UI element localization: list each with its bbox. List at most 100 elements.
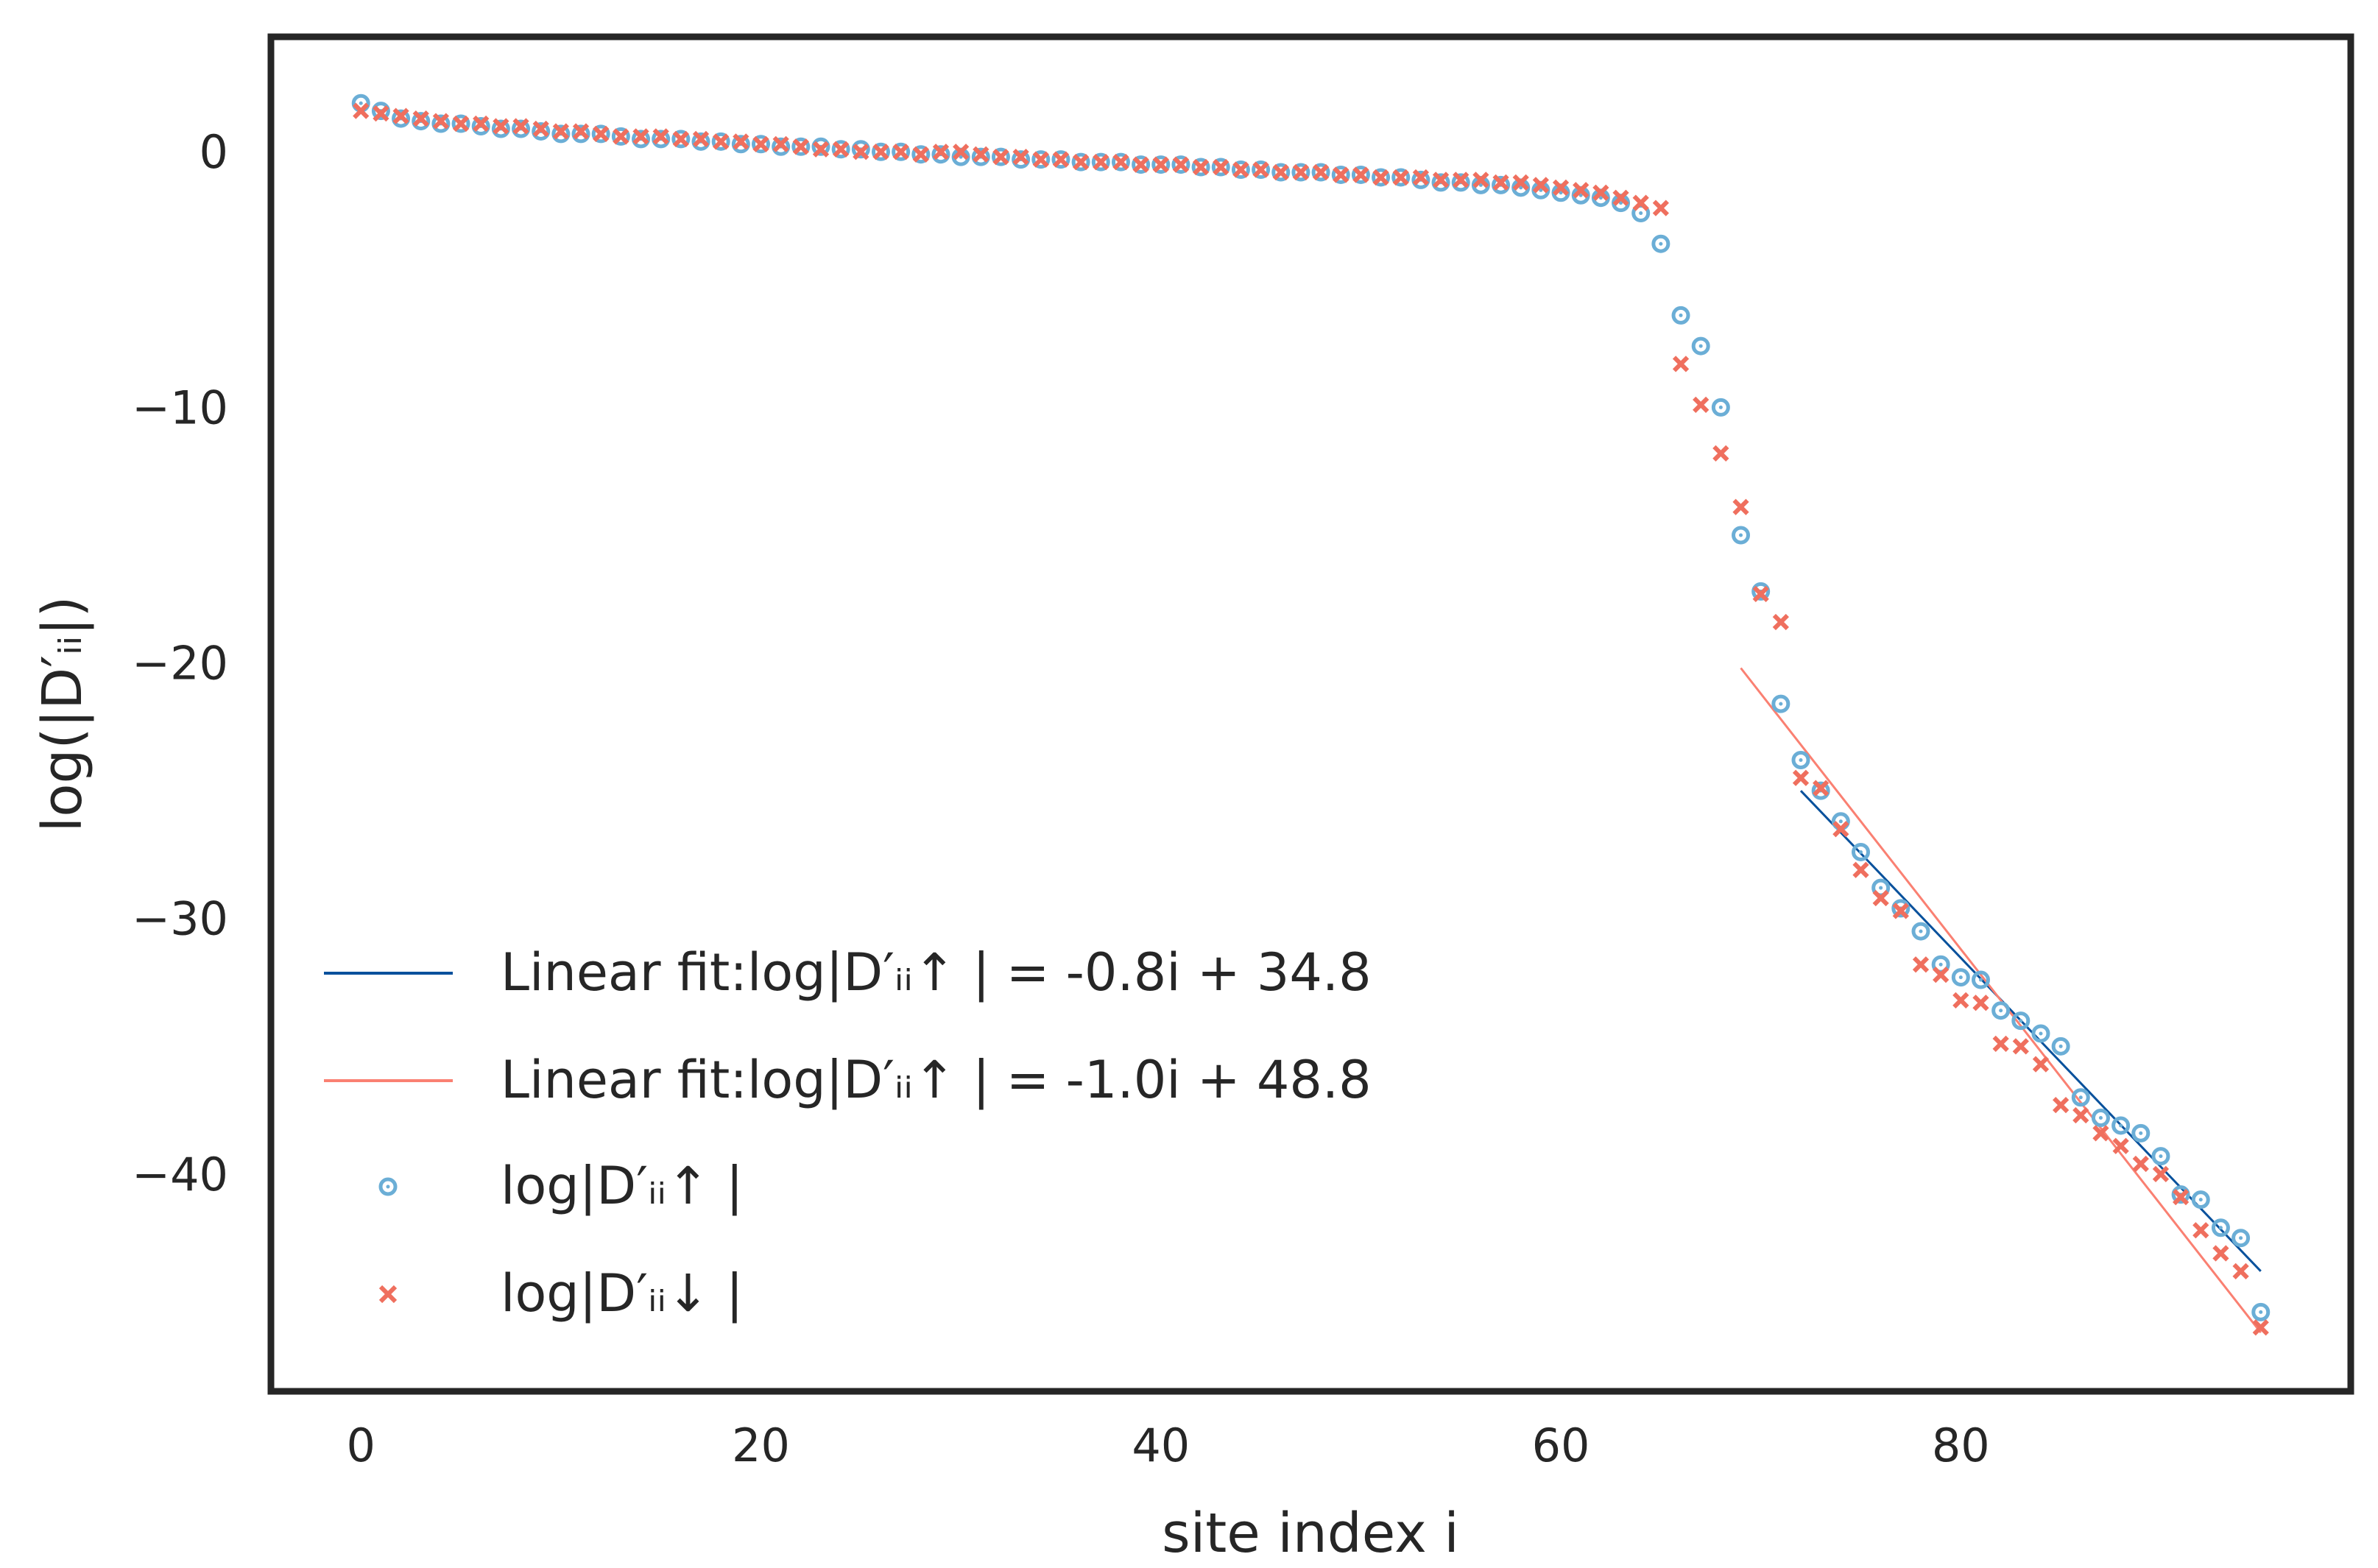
data-point-up <box>1651 234 1670 253</box>
data-point-up <box>2071 1088 2090 1107</box>
data-point-up <box>2011 1011 2031 1031</box>
data-point-down <box>1012 149 1029 166</box>
data-point-down <box>392 107 409 124</box>
data-point-down <box>1892 903 1909 919</box>
data-point-down <box>932 144 950 160</box>
data-point-down <box>493 118 509 135</box>
data-point-down <box>2092 1125 2109 1142</box>
data-point-down <box>1672 356 1690 372</box>
series-up <box>351 93 2271 1321</box>
data-point-down <box>632 128 649 145</box>
y-tick-label: −20 <box>132 637 228 691</box>
data-point-down <box>1492 174 1509 191</box>
data-point-up <box>1951 968 1970 987</box>
data-point-up <box>2211 1218 2230 1237</box>
legend-up-marker <box>378 1177 398 1196</box>
data-point-down <box>912 146 929 163</box>
data-point-down <box>2212 1245 2229 1262</box>
data-point-up <box>1991 1001 2011 1020</box>
data-point-down <box>1352 166 1369 183</box>
data-point-down <box>593 125 610 143</box>
legend-down-label: log|D′ᵢᵢ↓ | <box>501 1263 744 1324</box>
legend-up-label: log|D′ᵢᵢ↑ | <box>501 1156 744 1216</box>
data-point-down <box>1412 169 1430 186</box>
data-point-down <box>572 123 590 140</box>
data-point-down <box>1592 184 1609 201</box>
x-axis-label: site index i <box>1162 1502 1459 1565</box>
data-point-up <box>2031 1024 2050 1043</box>
legend-up-marker-dot <box>386 1184 390 1189</box>
series-down <box>353 102 2269 1336</box>
data-point-down <box>1372 169 1389 186</box>
data-point-down <box>2053 1097 2070 1114</box>
data-point-up <box>1791 750 1810 769</box>
data-point-down <box>1072 153 1090 171</box>
data-point-up <box>1732 526 1751 545</box>
data-point-down <box>1693 396 1710 414</box>
x-tick-label: 40 <box>1132 1419 1190 1472</box>
x-tick-labels: 0 20 40 60 80 <box>347 1419 1990 1472</box>
data-point-down <box>2192 1222 2209 1239</box>
data-point-down <box>1232 161 1249 178</box>
data-point-down <box>412 110 429 127</box>
data-point-up <box>2051 1036 2070 1056</box>
data-point-down <box>1252 161 1269 178</box>
data-point-down <box>652 128 669 145</box>
data-point-down <box>1052 151 1070 168</box>
legend-down-marker <box>378 1285 398 1304</box>
data-point-down <box>1712 445 1729 462</box>
data-point-down <box>2132 1155 2149 1173</box>
data-point-down <box>1852 861 1869 878</box>
data-point-down <box>1612 189 1629 206</box>
data-point-down <box>532 120 549 138</box>
data-point-up <box>2111 1116 2131 1135</box>
data-point-down <box>812 141 830 158</box>
data-point-down <box>1292 163 1310 181</box>
data-point-down <box>2252 1319 2269 1336</box>
data-point-down <box>512 118 529 135</box>
data-point-down <box>1552 179 1570 196</box>
data-point-down <box>1732 498 1749 515</box>
data-point-down <box>1972 995 1989 1011</box>
data-point-down <box>752 135 769 152</box>
data-point-down <box>373 105 389 122</box>
data-point-down <box>1392 169 1409 186</box>
data-point-up <box>2091 1109 2110 1128</box>
data-point-down <box>1172 156 1190 173</box>
data-point-down <box>2072 1106 2089 1124</box>
x-tick-label: 60 <box>1532 1419 1590 1472</box>
x-tick-label: 0 <box>347 1419 375 1472</box>
y-tick-labels: 0 −10 −20 −30 −40 <box>132 125 228 1201</box>
data-point-up <box>2151 1147 2170 1166</box>
legend-fit-up-label: Linear fit:log|D′ᵢᵢ↑ | = -0.8i + 34.8 <box>501 942 1372 1003</box>
data-point-down <box>733 133 749 150</box>
data-point-up <box>1691 336 1710 356</box>
data-point-down <box>833 141 850 158</box>
data-point-down <box>853 144 869 160</box>
data-point-down <box>2152 1165 2170 1183</box>
data-point-up <box>2131 1123 2151 1143</box>
data-point-down <box>1192 158 1210 176</box>
data-point-down <box>1213 158 1229 176</box>
data-point-down <box>353 102 370 119</box>
data-point-down <box>1512 174 1529 191</box>
data-point-down <box>2112 1137 2129 1154</box>
data-point-down <box>1093 153 1109 171</box>
data-point-down <box>1573 182 1590 199</box>
data-point-down <box>473 115 490 133</box>
data-point-down <box>772 135 789 152</box>
data-point-down <box>2012 1038 2029 1055</box>
data-point-down <box>613 128 629 145</box>
y-tick-label: 0 <box>200 125 228 179</box>
data-point-down <box>973 146 989 163</box>
data-point-down <box>1632 194 1649 211</box>
data-point-down <box>432 113 450 130</box>
data-point-up <box>1971 970 1990 989</box>
data-point-down <box>1752 585 1769 602</box>
data-point-down <box>1472 172 1489 188</box>
x-tick-label: 20 <box>732 1419 790 1472</box>
plot-frame <box>267 33 2354 1395</box>
y-tick-label: −30 <box>132 892 228 946</box>
data-point-up <box>1711 398 1730 417</box>
